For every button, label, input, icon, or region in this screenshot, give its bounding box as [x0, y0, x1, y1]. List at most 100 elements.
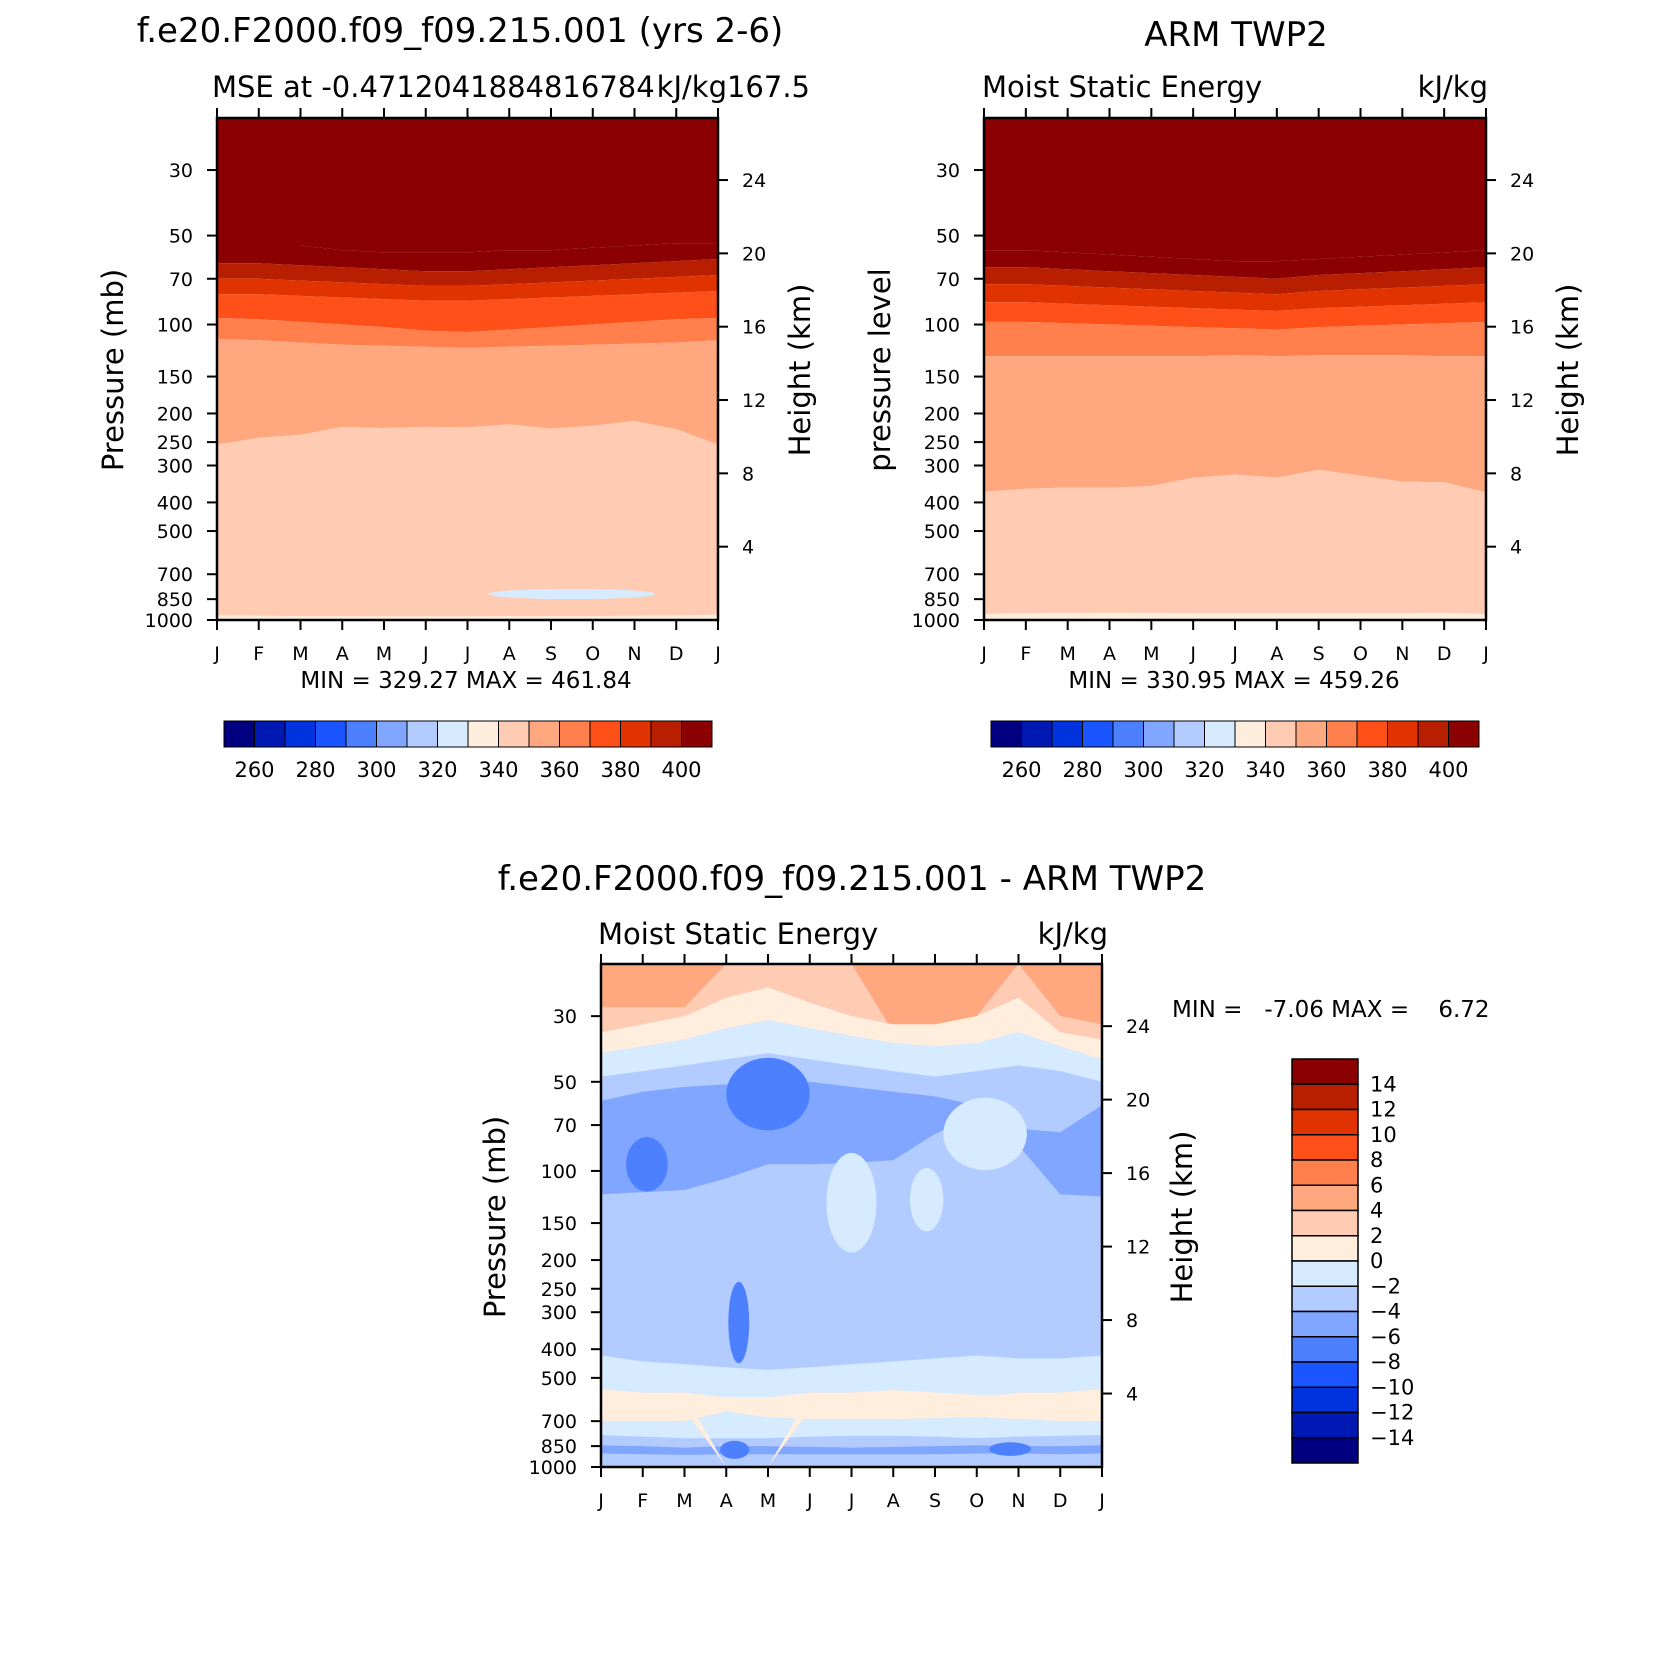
obs-colorbar-swatch	[1448, 720, 1480, 748]
model-colorbar-swatch	[467, 720, 499, 748]
model-height-tick-label: 16	[742, 317, 766, 339]
difference-contour-band-10	[601, 1390, 1102, 1467]
obs-month-label: J	[980, 643, 987, 665]
model-colorbar-label: 340	[478, 758, 518, 782]
obs-month-label: D	[1437, 643, 1452, 665]
difference-contour-band-1	[601, 964, 1102, 1040]
obs-month-label: A	[1103, 643, 1116, 665]
obs-height-tick-label: 12	[1510, 390, 1534, 412]
obs-y-axis-label: pressure level	[863, 268, 897, 471]
model-colorbar-swatch	[437, 720, 469, 748]
obs-colorbar-label: 360	[1306, 758, 1346, 782]
difference-colorbar-label: −6	[1370, 1325, 1401, 1349]
difference-height-tick-label: 16	[1126, 1163, 1150, 1185]
difference-colorbar-swatch	[1291, 1159, 1359, 1186]
model-colorbar-swatch	[223, 720, 255, 748]
obs-month-label: J	[1231, 643, 1238, 665]
difference-month-label: A	[887, 1490, 900, 1512]
obs-contour-band-410	[984, 118, 1486, 262]
model-contour-band-390	[217, 259, 718, 286]
obs-height-tick-label: 8	[1510, 463, 1522, 485]
difference-p-tick-label: 850	[541, 1436, 577, 1458]
model-height-tick-label: 20	[742, 243, 766, 265]
obs-contour-band-360	[984, 321, 1486, 357]
difference-contour-band-6	[601, 1355, 1102, 1397]
obs-colorbar-label: 300	[1123, 758, 1163, 782]
difference-month-label: N	[1011, 1490, 1025, 1512]
model-month-label: J	[714, 643, 721, 665]
model-contour-band-400	[217, 243, 718, 272]
difference-colorbar-swatch	[1291, 1285, 1359, 1313]
obs-colorbar-swatch	[1295, 720, 1327, 748]
difference-contour-band-7	[601, 1411, 1102, 1439]
difference-month-label: J	[1098, 1490, 1105, 1512]
difference-colorbar-swatch	[1291, 1184, 1359, 1212]
obs-month-label: A	[1270, 643, 1283, 665]
difference-colorbar-label: −4	[1370, 1300, 1401, 1324]
model-p-tick-label: 200	[157, 403, 193, 425]
difference-height-tick-label: 8	[1126, 1310, 1138, 1332]
obs-contour-band-330	[984, 612, 1486, 620]
model-colorbar-label: 300	[356, 758, 396, 782]
difference-height-tick-label: 20	[1126, 1090, 1150, 1112]
model-colorbar-swatch	[528, 720, 560, 748]
model-colorbar-swatch	[345, 720, 377, 748]
model-colorbar-swatch	[681, 720, 713, 748]
obs-contour-band-350	[984, 355, 1486, 493]
obs-contour-band-400	[984, 250, 1486, 279]
model-colorbar-label: 360	[539, 758, 579, 782]
difference-contour-patch-1	[626, 1137, 668, 1192]
model-p-tick-label: 50	[169, 226, 193, 248]
model-subtitle-left: MSE at -0.4712041884816784	[212, 70, 655, 104]
model-contour-band-380	[217, 275, 718, 301]
difference-month-label: F	[637, 1490, 648, 1512]
obs-p-tick-label: 400	[924, 492, 960, 514]
obs-p-tick-label: 300	[924, 456, 960, 478]
obs-p-tick-label: 700	[924, 564, 960, 586]
model-contour-band-410	[217, 118, 718, 253]
model-p-tick-label: 250	[157, 432, 193, 454]
obs-panel: ARM TWP2 Moist Static Energy kJ/kg 30 50 7…	[863, 15, 1585, 782]
obs-p-tick-label: 30	[936, 160, 960, 182]
model-y2-axis-label: Height (km)	[783, 284, 817, 457]
difference-p-tick-label: 100	[541, 1161, 577, 1183]
difference-colorbar-label: −10	[1370, 1375, 1414, 1399]
difference-month-label: M	[760, 1490, 776, 1512]
difference-colorbar-label: 8	[1370, 1148, 1383, 1172]
difference-colorbar-label: −12	[1370, 1401, 1414, 1425]
obs-colorbar-swatch	[1173, 720, 1205, 748]
obs-p-tick-label: 850	[924, 589, 960, 611]
difference-month-label: J	[597, 1490, 604, 1512]
obs-month-label: J	[1189, 643, 1196, 665]
obs-colorbar-swatch	[990, 720, 1022, 748]
difference-contour-field	[601, 964, 1102, 1467]
difference-month-label: J	[806, 1490, 813, 1512]
difference-month-label: J	[848, 1490, 855, 1512]
model-colorbar: 260 280 300 320 340 360 380 400	[223, 720, 713, 782]
difference-colorbar-swatch	[1291, 1361, 1359, 1388]
difference-colorbar-swatch	[1291, 1083, 1359, 1111]
model-colorbar-swatch	[284, 720, 316, 748]
obs-colorbar-swatch	[1143, 720, 1175, 748]
difference-month-label: O	[969, 1490, 984, 1512]
difference-colorbar-label: −14	[1370, 1426, 1414, 1450]
difference-contour-patch-2	[728, 1281, 750, 1364]
model-colorbar-swatch	[498, 720, 530, 748]
model-colorbar-label: 320	[417, 758, 457, 782]
obs-subtitle-left: Moist Static Energy	[982, 70, 1262, 104]
difference-month-label: A	[720, 1490, 733, 1512]
obs-height-tick-label: 24	[1510, 170, 1534, 192]
model-contour-band-350	[217, 339, 718, 445]
obs-colorbar-swatch	[1265, 720, 1297, 748]
difference-p-tick-label: 250	[541, 1279, 577, 1301]
difference-contour-patch-5	[943, 1097, 1027, 1171]
difference-colorbar-swatch	[1291, 1209, 1359, 1237]
model-subtitle-right: kJ/kg167.5	[657, 70, 810, 104]
obs-contour-band-380	[984, 284, 1486, 311]
obs-height-tick-label: 16	[1510, 317, 1534, 339]
difference-y2-axis-label: Height (km)	[1165, 1131, 1199, 1304]
difference-height-tick-label: 24	[1126, 1016, 1150, 1038]
